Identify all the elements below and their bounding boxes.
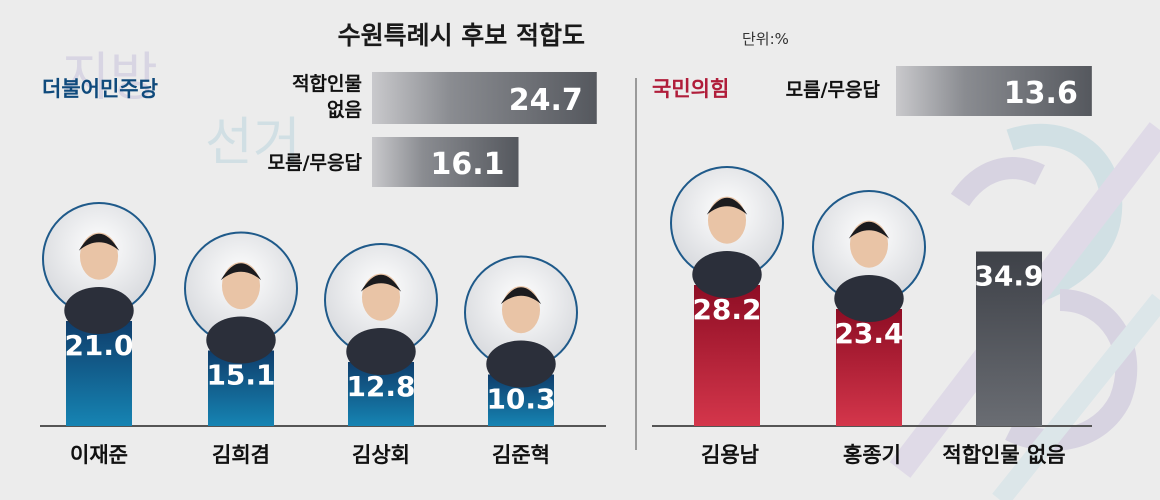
bar-value-label: 15.1: [206, 359, 275, 392]
portrait-hair: [500, 287, 542, 305]
hbar-democratic: [372, 137, 519, 187]
party-label-ppp: 국민의힘: [652, 77, 729, 101]
bar-value-label: 23.4: [834, 317, 903, 350]
bar-value-label: 28.2: [692, 293, 761, 326]
portrait-shoulders: [206, 316, 276, 364]
category-label: 김준혁: [492, 443, 550, 467]
unit-label: 단위:%: [742, 30, 789, 48]
category-label: 적합인물 없음: [942, 443, 1065, 467]
bar-ppp: [694, 285, 760, 426]
category-label: 홍종기: [843, 443, 901, 467]
hbar-value-label: 13.6: [1004, 76, 1078, 111]
category-label: 김상회: [352, 443, 410, 467]
portrait-shoulders: [64, 287, 134, 335]
hbar-category-label: 모름/무응답: [268, 152, 363, 174]
portrait-face: [849, 220, 889, 268]
hbar-value-label: 24.7: [509, 83, 583, 118]
portrait-hair: [848, 221, 890, 239]
watermark-text: 선거: [205, 113, 301, 173]
portrait-face: [501, 286, 541, 334]
portrait-face: [707, 196, 747, 244]
category-label: 김희겸: [212, 443, 270, 467]
portrait-hair: [706, 197, 748, 215]
portrait-hair: [220, 263, 262, 281]
portrait-face: [361, 273, 401, 321]
hbar-category-label: 적합인물: [292, 73, 362, 95]
portrait-shoulders: [346, 328, 416, 376]
hbar-democratic: [372, 72, 597, 124]
portrait-face: [221, 262, 261, 310]
bar-value-label: 10.3: [486, 383, 555, 416]
watermark-text: 지방: [62, 48, 158, 108]
category-label: 김용남: [701, 443, 759, 467]
hbar-value-label: 16.1: [430, 147, 504, 182]
bar-value-label: 12.8: [346, 370, 415, 403]
bar-value-label: 21.0: [64, 329, 133, 362]
portrait-shoulders: [834, 275, 904, 323]
category-label: 이재준: [70, 443, 128, 467]
hbar-ppp: [896, 66, 1092, 116]
portrait-shoulders: [692, 250, 762, 299]
party-label-democratic: 더불어민주당: [42, 77, 158, 101]
portrait-hair: [78, 233, 120, 251]
bar-democratic: [66, 321, 132, 426]
hbar-category-label: 모름/무응답: [786, 79, 881, 101]
portrait-hair: [360, 274, 402, 292]
bar-ppp: [976, 251, 1042, 426]
bar-value-label: 34.9: [974, 260, 1043, 293]
portrait-face: [79, 232, 119, 280]
portrait-shoulders: [486, 340, 556, 388]
chart-title: 수원특례시 후보 적합도: [338, 21, 585, 50]
decor-curve: [950, 157, 1045, 207]
decor-stripe: [992, 293, 1160, 500]
hbar-category-label: 없음: [327, 99, 362, 121]
bar-ppp: [836, 309, 902, 426]
